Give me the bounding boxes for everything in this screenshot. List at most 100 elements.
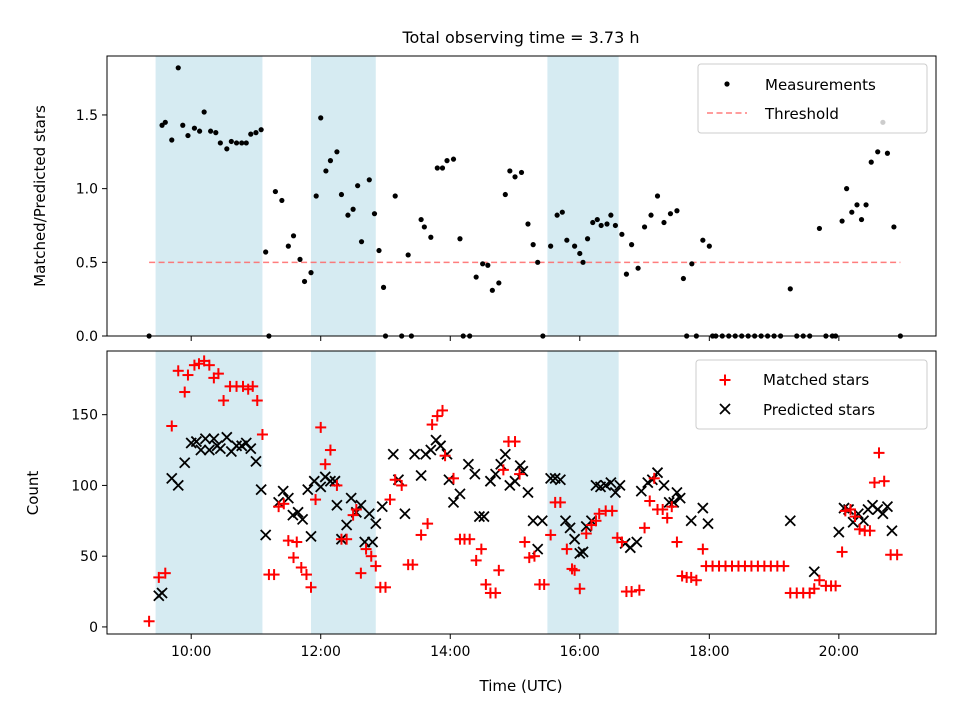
measurement-point bbox=[507, 168, 513, 174]
measurement-point bbox=[376, 247, 382, 254]
predicted-point bbox=[559, 515, 572, 527]
measurement-point bbox=[530, 242, 536, 248]
matched-point bbox=[509, 436, 521, 448]
measurement-point bbox=[285, 243, 291, 249]
matched-point bbox=[528, 550, 540, 562]
matched-point bbox=[431, 410, 443, 422]
measurement-point bbox=[313, 193, 319, 199]
measurement-point bbox=[502, 191, 508, 198]
x-tick-label: 12:00 bbox=[301, 644, 341, 660]
predicted-point bbox=[600, 479, 612, 492]
matched-point bbox=[545, 529, 557, 541]
matched-point bbox=[519, 536, 531, 548]
matched-point bbox=[389, 474, 401, 486]
top-shaded-interval bbox=[547, 56, 619, 336]
predicted-point bbox=[255, 484, 267, 496]
legend-predicted-label: Predicted stars bbox=[763, 401, 875, 419]
predicted-point bbox=[545, 472, 557, 484]
measurement-point bbox=[263, 249, 269, 255]
measurement-point bbox=[253, 130, 259, 136]
measurement-point bbox=[358, 239, 365, 245]
measurement-point bbox=[700, 237, 706, 243]
measurement-point bbox=[308, 270, 314, 276]
measurement-point bbox=[243, 140, 249, 146]
matched-point bbox=[470, 554, 482, 566]
matched-point bbox=[143, 615, 155, 627]
measurement-point bbox=[208, 128, 214, 134]
predicted-point bbox=[473, 510, 486, 523]
predicted-point bbox=[199, 433, 212, 445]
predicted-point bbox=[877, 508, 889, 520]
measurement-point bbox=[301, 278, 308, 285]
matched-point bbox=[644, 495, 656, 507]
predicted-point bbox=[577, 546, 589, 558]
top-y-tick-label: 1.5 bbox=[76, 108, 98, 124]
measurement-point bbox=[518, 169, 525, 176]
predicted-point bbox=[331, 499, 343, 511]
measurement-point bbox=[371, 211, 378, 217]
measurement-point bbox=[608, 212, 614, 218]
matched-point bbox=[384, 494, 396, 506]
matched-point bbox=[291, 536, 303, 548]
bottom-y-tick-label: 0 bbox=[89, 620, 98, 636]
matched-point bbox=[310, 494, 322, 506]
measurement-point bbox=[623, 271, 630, 277]
top-y-tick-label: 0.5 bbox=[76, 255, 98, 271]
matched-point bbox=[514, 468, 526, 480]
measurement-point bbox=[175, 65, 181, 71]
matched-point bbox=[666, 501, 678, 513]
measurement-point bbox=[418, 216, 424, 223]
legend-measurement-label: Measurements bbox=[765, 76, 876, 94]
matched-point bbox=[569, 564, 581, 576]
x-tick-label: 20:00 bbox=[819, 644, 859, 660]
predicted-point bbox=[609, 486, 622, 499]
measurement-point bbox=[489, 287, 495, 293]
matched-point bbox=[849, 511, 861, 523]
predicted-point bbox=[221, 431, 233, 443]
matched-point bbox=[697, 543, 709, 555]
measurement-point bbox=[868, 159, 874, 165]
x-tick-label: 14:00 bbox=[430, 644, 470, 660]
matched-point bbox=[690, 574, 702, 586]
matched-point bbox=[288, 552, 300, 564]
x-tick-label: 16:00 bbox=[560, 644, 600, 660]
measurement-point bbox=[564, 237, 570, 243]
predicted-point bbox=[605, 476, 617, 489]
measurement-point bbox=[191, 125, 198, 131]
predicted-point bbox=[847, 516, 859, 528]
predicted-point bbox=[522, 486, 534, 499]
predicted-point bbox=[387, 448, 399, 460]
matched-point bbox=[475, 543, 487, 555]
measurement-point bbox=[334, 149, 340, 155]
measurement-point bbox=[355, 183, 361, 189]
predicted-point bbox=[671, 486, 683, 499]
measurement-point bbox=[318, 115, 324, 121]
predicted-point bbox=[315, 481, 327, 493]
measurement-point bbox=[875, 149, 881, 155]
bottom-y-tick-label: 100 bbox=[71, 478, 98, 494]
measurement-point bbox=[635, 265, 641, 271]
matched-point bbox=[203, 359, 215, 371]
measurement-point bbox=[366, 177, 372, 183]
matched-point bbox=[878, 475, 890, 487]
matched-point bbox=[159, 567, 171, 579]
matched-point bbox=[370, 560, 382, 572]
matched-point bbox=[661, 512, 673, 524]
predicted-point bbox=[340, 519, 353, 531]
measurement-point bbox=[421, 224, 427, 230]
matched-point bbox=[447, 472, 459, 484]
predicted-point bbox=[376, 501, 388, 513]
predicted-point bbox=[296, 513, 309, 526]
predicted-point bbox=[345, 492, 357, 504]
predicted-point bbox=[282, 492, 294, 504]
predicted-point bbox=[203, 444, 215, 456]
predicted-point bbox=[214, 442, 226, 455]
measurement-point bbox=[580, 259, 586, 265]
predicted-point bbox=[230, 440, 243, 452]
x-axis-label: Time (UTC) bbox=[479, 677, 563, 695]
measurement-point bbox=[444, 158, 450, 164]
bottom-legend: Matched stars Predicted stars bbox=[695, 359, 928, 430]
matched-point bbox=[671, 536, 683, 548]
measurement-point bbox=[674, 208, 680, 214]
predicted-point bbox=[808, 566, 820, 578]
